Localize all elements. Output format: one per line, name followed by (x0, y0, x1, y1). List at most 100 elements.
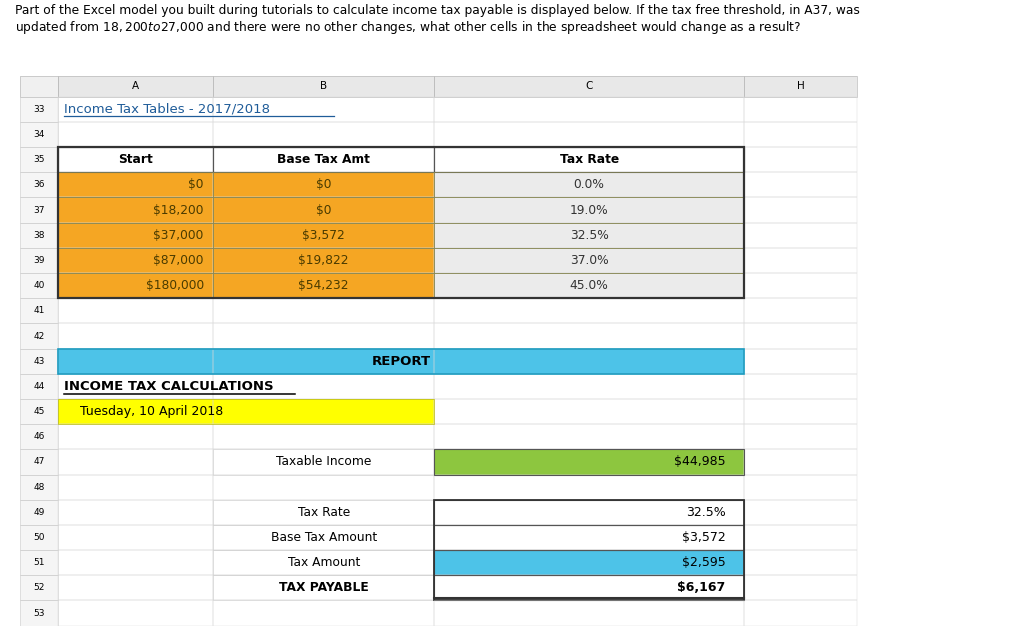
Bar (57, 500, 213, 525)
Text: $54,232: $54,232 (299, 279, 349, 292)
Bar (434, 122, 744, 147)
Text: H: H (797, 82, 805, 91)
Bar (57, 399, 434, 424)
Bar (57, 76, 213, 97)
Bar (57, 76, 213, 97)
Text: $87,000: $87,000 (154, 254, 204, 267)
Bar (213, 273, 434, 298)
Bar (434, 273, 744, 298)
Bar (213, 173, 434, 197)
Bar (57, 248, 213, 273)
Bar (744, 575, 857, 600)
Bar (213, 76, 434, 97)
Bar (434, 173, 744, 197)
Text: 19.0%: 19.0% (570, 204, 608, 217)
Text: $180,000: $180,000 (145, 279, 204, 292)
Bar (744, 600, 857, 626)
Bar (434, 147, 744, 173)
Bar (213, 197, 434, 222)
Bar (434, 197, 744, 222)
Bar (57, 374, 213, 399)
Bar (434, 449, 744, 475)
Bar (57, 222, 213, 248)
Bar (20, 550, 57, 575)
Bar (213, 550, 434, 575)
Bar (434, 173, 744, 197)
Text: 45: 45 (34, 407, 45, 416)
Bar (744, 273, 857, 298)
Bar (57, 500, 213, 525)
Bar (213, 298, 434, 324)
Bar (213, 298, 434, 324)
Bar (213, 525, 434, 550)
Text: Tax Rate: Tax Rate (298, 506, 350, 519)
Bar (57, 197, 213, 222)
Text: 39: 39 (34, 256, 45, 265)
Bar (744, 600, 857, 626)
Bar (57, 399, 213, 424)
Bar (20, 324, 57, 349)
Bar (213, 525, 434, 550)
Bar (20, 122, 57, 147)
Text: C: C (586, 82, 593, 91)
Bar (434, 600, 744, 626)
Bar (434, 173, 744, 197)
Bar (744, 273, 857, 298)
Bar (57, 273, 213, 298)
Text: A: A (132, 82, 139, 91)
Bar (20, 475, 57, 500)
Bar (20, 349, 57, 374)
Bar (434, 399, 744, 424)
Text: Income Tax Tables - 2017/2018: Income Tax Tables - 2017/2018 (63, 103, 269, 116)
Bar (57, 273, 213, 298)
Bar (744, 475, 857, 500)
Text: $2,595: $2,595 (682, 556, 725, 569)
Bar (57, 525, 213, 550)
Bar (57, 97, 213, 122)
Bar (434, 525, 744, 550)
Bar (57, 349, 744, 374)
Bar (744, 222, 857, 248)
Text: 43: 43 (34, 356, 45, 366)
Bar (57, 298, 213, 324)
Bar (57, 374, 213, 399)
Bar (213, 173, 434, 197)
Bar (57, 248, 213, 273)
Bar (20, 173, 57, 197)
Bar (213, 197, 434, 222)
Bar (434, 273, 744, 298)
Bar (20, 525, 57, 550)
Bar (213, 197, 434, 222)
Bar (744, 173, 857, 197)
Bar (213, 324, 434, 349)
Text: 40: 40 (34, 281, 45, 290)
Bar (434, 147, 744, 173)
Bar (434, 575, 744, 600)
Bar (434, 449, 744, 475)
Bar (434, 525, 744, 550)
Text: Taxable Income: Taxable Income (276, 456, 372, 468)
Bar (434, 399, 744, 424)
Text: $0: $0 (316, 178, 332, 191)
Bar (213, 273, 434, 298)
Bar (434, 273, 744, 298)
Bar (213, 449, 434, 475)
Bar (434, 575, 744, 600)
Bar (20, 399, 57, 424)
Bar (57, 173, 213, 197)
Bar (744, 374, 857, 399)
Bar (20, 550, 57, 575)
Bar (434, 500, 744, 525)
Bar (57, 173, 213, 197)
Bar (213, 575, 434, 600)
Bar (57, 600, 213, 626)
Bar (434, 475, 744, 500)
Bar (57, 147, 744, 298)
Bar (213, 273, 434, 298)
Bar (744, 298, 857, 324)
Bar (434, 550, 744, 575)
Bar (57, 449, 213, 475)
Bar (744, 298, 857, 324)
Bar (57, 197, 213, 222)
Text: 37: 37 (34, 205, 45, 215)
